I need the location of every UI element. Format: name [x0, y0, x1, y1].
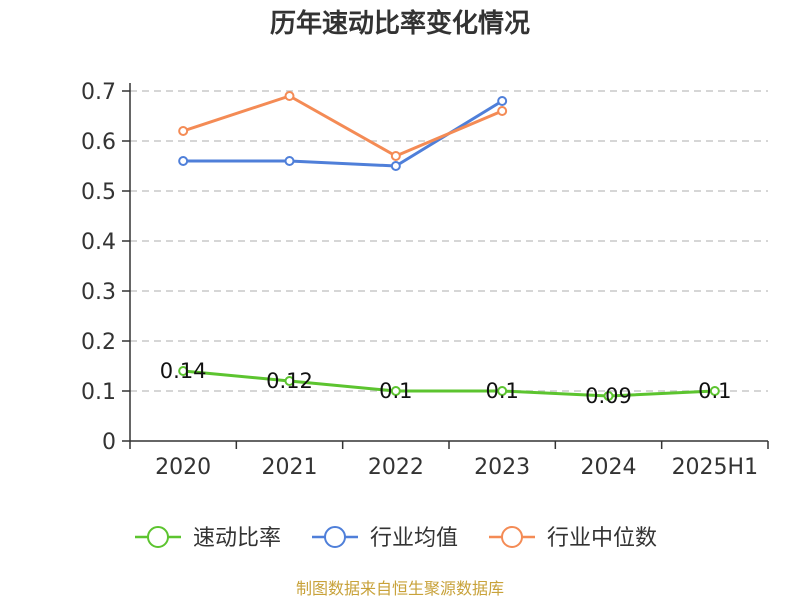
legend-item-1[interactable]: 行业均值	[312, 526, 458, 551]
data-label: 0.1	[698, 379, 731, 403]
data-point[interactable]	[603, 391, 614, 401]
data-point[interactable]	[390, 386, 401, 396]
legend-marker	[147, 526, 169, 548]
legend-label: 速动比率	[193, 526, 281, 551]
data-point[interactable]	[284, 376, 295, 386]
legend-item-2[interactable]: 行业中位数	[489, 526, 657, 551]
data-label: 0.09	[585, 384, 632, 408]
legend-marker	[501, 526, 523, 548]
data-point[interactable]	[284, 91, 295, 101]
legend-label: 行业中位数	[547, 526, 657, 551]
data-point[interactable]	[497, 96, 508, 106]
legend[interactable]: 速动比率 行业均值 行业中位数	[135, 526, 657, 551]
y-tick-label: 0.7	[81, 80, 116, 105]
y-tick-label: 0.4	[81, 230, 116, 255]
x-tick-label: 2021	[262, 455, 318, 480]
x-tick-label: 2025H1	[672, 455, 759, 480]
chart-title: 历年速动比率变化情况	[270, 8, 530, 39]
legend-marker	[324, 526, 346, 548]
data-point[interactable]	[497, 386, 508, 396]
x-tick-label: 2023	[474, 455, 530, 480]
data-label: 0.1	[485, 379, 518, 403]
series-layer: 0.14 0.12 0.1 0.1 0.09 0.1	[160, 91, 732, 408]
y-tick-label: 0.6	[81, 130, 116, 155]
y-tick-label: 0.1	[81, 380, 116, 405]
y-tick-label: 0.3	[81, 280, 116, 305]
data-label: 0.14	[160, 359, 207, 383]
source-note: 制图数据来自恒生聚源数据库	[296, 579, 504, 598]
y-tick-label: 0.2	[81, 330, 116, 355]
series-line-1	[183, 99, 503, 168]
data-point[interactable]	[284, 156, 295, 166]
series-line-2	[182, 94, 503, 158]
axes: 0 0.1 0.2 0.3 0.4 0.5 0.6 0.7 2020 2021 2022 2023 20…	[81, 80, 769, 480]
data-point[interactable]	[390, 151, 401, 161]
y-tick-label: 0	[102, 430, 116, 455]
data-point[interactable]	[178, 366, 189, 376]
series-line-0	[183, 369, 715, 398]
data-point[interactable]	[709, 386, 720, 396]
y-tick-label: 0.5	[81, 180, 116, 205]
x-tick-label: 2024	[581, 455, 637, 480]
data-point[interactable]	[178, 156, 189, 166]
legend-item-0[interactable]: 速动比率	[135, 526, 281, 551]
data-label: 0.12	[266, 369, 313, 393]
x-tick-label: 2020	[155, 455, 211, 480]
data-label: 0.1	[379, 379, 412, 403]
x-tick-label: 2022	[368, 455, 424, 480]
legend-label: 行业均值	[370, 526, 458, 551]
data-point[interactable]	[390, 161, 401, 171]
data-point[interactable]	[178, 126, 189, 136]
grid-lines	[130, 90, 768, 392]
data-point[interactable]	[497, 106, 508, 116]
